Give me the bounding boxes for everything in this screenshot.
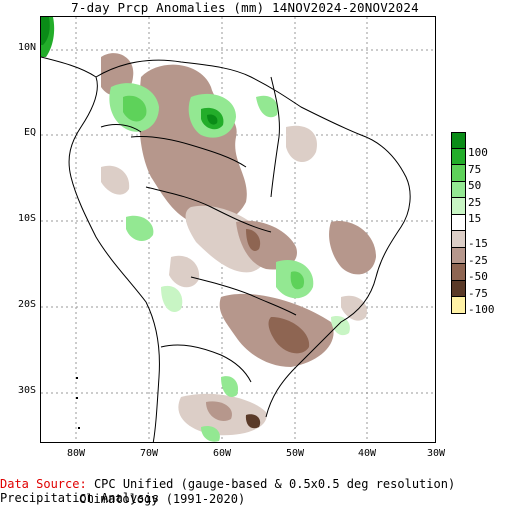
legend-swatch: [451, 165, 466, 182]
legend-swatch: [451, 214, 466, 231]
anomaly-map: [41, 17, 435, 442]
x-tick-60w: 60W: [212, 448, 232, 459]
legend-label: 15: [468, 212, 482, 225]
legend-swatch: [451, 132, 466, 149]
map-title: 7-day Prcp Anomalies (mm) 14NOV2024-20NO…: [71, 0, 419, 15]
legend-label: 75: [468, 163, 482, 176]
legend-swatch: [451, 297, 466, 314]
map-specks: [76, 377, 80, 429]
y-tick-20s: 20S: [17, 299, 36, 310]
legend-label: -75: [468, 287, 488, 300]
y-tick-10n: 10N: [17, 42, 36, 53]
x-tick-50w: 50W: [285, 448, 305, 459]
legend-label: -15: [468, 237, 488, 250]
legend-label: 100: [468, 146, 488, 159]
legend-swatch: [451, 148, 466, 165]
legend-swatch: [451, 247, 466, 264]
y-tick-10s: 10S: [17, 213, 36, 224]
legend-swatch: [451, 198, 466, 215]
dry-anomaly-areas: [101, 53, 376, 436]
legend-label: -50: [468, 270, 488, 283]
data-source-label: Data Source:: [0, 477, 87, 491]
y-tick-eq: EQ: [23, 127, 36, 138]
legend-label: 50: [468, 179, 482, 192]
data-source-text: CPC Unified (gauge-based & 0.5x0.5 deg r…: [0, 477, 456, 505]
legend-label: -100: [468, 303, 495, 316]
x-tick-70w: 70W: [139, 448, 159, 459]
legend-swatch: [451, 264, 466, 281]
x-tick-30w: 30W: [426, 448, 446, 459]
wet-anomaly-areas: [41, 17, 350, 442]
map-panel: [40, 16, 436, 443]
y-tick-30s: 30S: [17, 385, 36, 396]
x-tick-40w: 40W: [357, 448, 377, 459]
x-tick-80w: 80W: [66, 448, 86, 459]
climatology-line: Climatology (1991-2020): [79, 492, 246, 506]
legend-label: 25: [468, 196, 482, 209]
legend-label: -25: [468, 254, 488, 267]
legend-swatch: [451, 280, 466, 297]
data-source-line: Data Source: CPC Unified (gauge-based & …: [0, 477, 523, 505]
legend-swatch: [451, 231, 466, 248]
legend-colorbar: [451, 132, 466, 314]
coastlines-borders: [41, 56, 411, 442]
legend-swatch: [451, 181, 466, 198]
